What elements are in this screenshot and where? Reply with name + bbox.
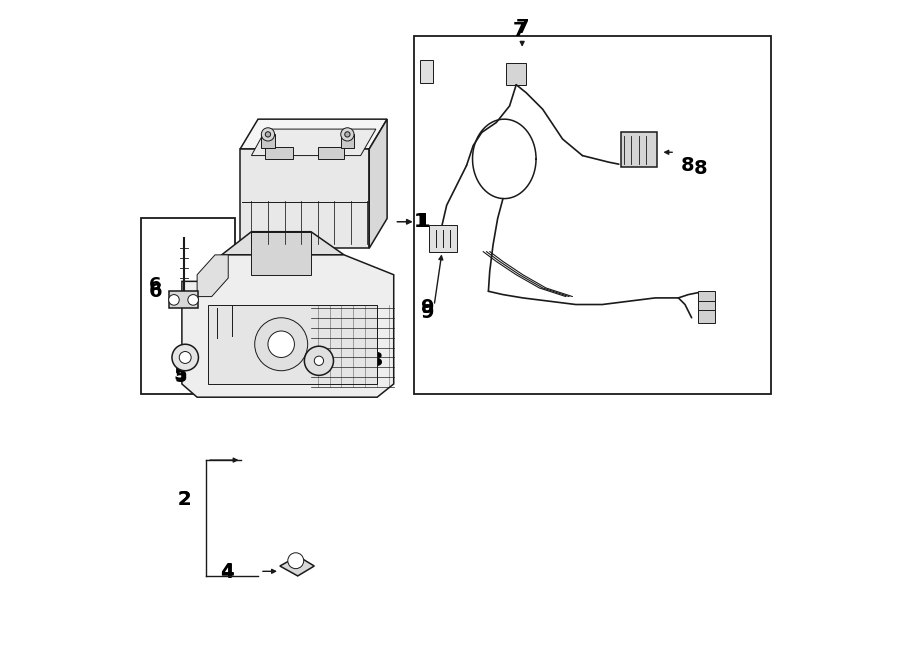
Circle shape xyxy=(261,128,274,141)
Circle shape xyxy=(168,295,179,305)
Polygon shape xyxy=(318,147,344,159)
Circle shape xyxy=(341,128,354,141)
Polygon shape xyxy=(621,132,657,167)
Polygon shape xyxy=(209,305,377,384)
Text: 6: 6 xyxy=(148,282,162,301)
Bar xyxy=(414,36,771,394)
Text: 2: 2 xyxy=(177,491,191,509)
Circle shape xyxy=(345,132,350,137)
Circle shape xyxy=(266,132,271,137)
Polygon shape xyxy=(240,119,387,149)
Text: 4: 4 xyxy=(220,562,234,581)
Polygon shape xyxy=(168,291,198,308)
Text: 8: 8 xyxy=(680,156,695,175)
Text: 2: 2 xyxy=(177,491,191,509)
Polygon shape xyxy=(261,134,274,148)
Text: 3: 3 xyxy=(370,352,383,370)
Polygon shape xyxy=(698,310,715,323)
Text: 9: 9 xyxy=(421,303,435,322)
Text: 9: 9 xyxy=(421,299,435,317)
Text: 8: 8 xyxy=(693,160,707,178)
Text: 7: 7 xyxy=(516,19,529,37)
Polygon shape xyxy=(197,255,229,297)
Bar xyxy=(140,218,235,394)
Polygon shape xyxy=(265,147,293,159)
Polygon shape xyxy=(698,301,715,314)
Polygon shape xyxy=(698,291,715,305)
Text: 3: 3 xyxy=(369,352,382,370)
Text: 5: 5 xyxy=(174,365,187,383)
Polygon shape xyxy=(420,60,434,83)
Polygon shape xyxy=(369,119,387,248)
Polygon shape xyxy=(240,149,369,248)
Circle shape xyxy=(268,331,294,357)
Circle shape xyxy=(172,344,198,371)
Circle shape xyxy=(314,356,324,365)
Polygon shape xyxy=(341,134,354,148)
Polygon shape xyxy=(221,232,344,255)
Polygon shape xyxy=(251,232,311,275)
Circle shape xyxy=(288,553,303,569)
Text: 5: 5 xyxy=(175,368,187,387)
Polygon shape xyxy=(428,225,456,252)
Polygon shape xyxy=(280,556,314,576)
Text: 7: 7 xyxy=(513,21,526,40)
Circle shape xyxy=(304,346,334,375)
Polygon shape xyxy=(507,63,526,85)
Polygon shape xyxy=(251,129,376,156)
Text: 1: 1 xyxy=(417,213,430,231)
Circle shape xyxy=(188,295,198,305)
Circle shape xyxy=(179,352,191,363)
Circle shape xyxy=(255,318,308,371)
Text: 6: 6 xyxy=(149,275,162,294)
Text: 1: 1 xyxy=(413,213,427,231)
Text: 4: 4 xyxy=(220,563,234,582)
Polygon shape xyxy=(182,255,393,397)
